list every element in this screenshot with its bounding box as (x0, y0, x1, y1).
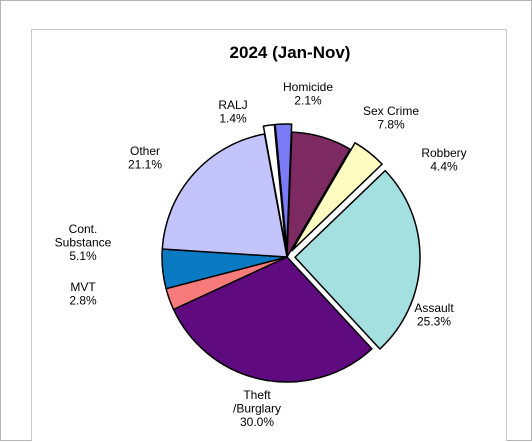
pie-slices (161, 123, 421, 383)
slice-label-robbery: Robbery 4.4% (421, 146, 466, 174)
slice-label-homicide: Homicide 2.1% (283, 80, 333, 108)
slice-label-assault: Assault 25.3% (414, 301, 454, 329)
chart-title: 2024 (Jan-Nov) (230, 43, 351, 62)
pie-slice-robbery (291, 142, 383, 252)
slice-label-other: Other 21.1% (128, 144, 162, 172)
slice-label-cont-substance: Cont. Substance 5.1% (55, 222, 112, 263)
slice-label-theft-burglary: Theft/Burglary 30.0% (233, 388, 281, 429)
pie-slice-homicide (274, 123, 293, 250)
pie-slice-assault (294, 169, 421, 350)
slice-label-ralj: RALJ 1.4% (218, 98, 247, 126)
pie-slice-other (161, 133, 288, 258)
pie-slice-sex-crime (286, 131, 351, 258)
pie-slice-theft-burglary (172, 256, 373, 383)
slice-label-sex-crime: Sex Crime 7.8% (363, 104, 419, 132)
pie-slice-ralj (262, 123, 287, 250)
pie-labels: Homicide 2.1% Sex Crime 7.8%Robbery 4.4% Assa… (55, 80, 467, 429)
slice-label-mvt: MVT 2.8% (69, 280, 97, 308)
